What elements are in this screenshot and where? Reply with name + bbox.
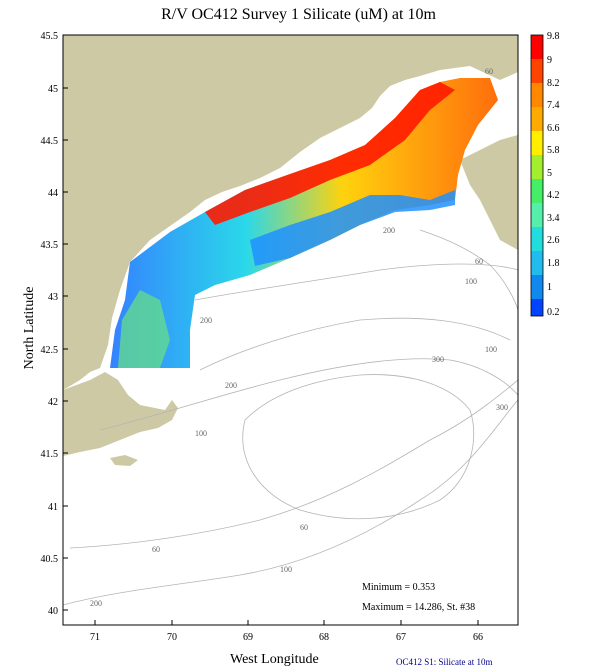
- colorbar-swatch-2: [531, 59, 543, 83]
- colorbar-swatch-10: [531, 251, 543, 275]
- colorbar-frame: [530, 34, 544, 317]
- colorbar-swatch-5: [531, 131, 543, 155]
- silicate-high-band: [205, 82, 455, 225]
- map-title: R/V OC412 Survey 1 Silicate (uM) at 10m: [161, 6, 436, 23]
- contour-label-60-sw: 60: [152, 545, 160, 554]
- land-cape-cod: [63, 372, 178, 456]
- maximum-stat: Maximum = 14.286, St. #38: [362, 602, 476, 613]
- lat-tick-44.5: 44.5: [41, 136, 59, 147]
- y-axis-label: North Latitude: [22, 286, 37, 370]
- contour-label-100-south: 100: [280, 565, 292, 574]
- colorbar-label-2: 9: [547, 55, 552, 66]
- colorbar-label-5: 6.6: [547, 123, 560, 134]
- colorbar-label-1: 9.8: [547, 31, 560, 42]
- lon-tick-67: 67: [396, 632, 406, 643]
- colorbar: 9.8 9 8.2 7.4 6.6 5.8 5 4.2 3.4 2.6 1.8 …: [530, 31, 560, 318]
- lat-axis: 45.5 45 44.5 44 43.5 43 42.5 42 41.5 41 …: [41, 31, 68, 617]
- colorbar-swatch-11: [531, 275, 543, 299]
- colorbar-swatch-7: [531, 179, 543, 203]
- colorbar-swatch-8: [531, 203, 543, 227]
- plot-frame: [62, 34, 519, 626]
- colorbar-swatch-4: [531, 107, 543, 131]
- lat-tick-43: 43: [48, 292, 58, 303]
- x-axis-label: West Longitude: [230, 652, 319, 667]
- colorbar-swatch-12: [531, 299, 543, 316]
- colorbar-swatch-6: [531, 155, 543, 179]
- colorbar-swatch-3: [531, 83, 543, 107]
- contour-label-100-east: 100: [465, 277, 477, 286]
- colorbar-swatch-1: [531, 35, 543, 59]
- minimum-stat: Minimum = 0.353: [362, 582, 436, 593]
- lat-tick-45.5: 45.5: [41, 31, 59, 42]
- contour-label-300-east: 300: [496, 403, 508, 412]
- lon-tick-69: 69: [243, 632, 253, 643]
- lon-axis: 71 70 69 68 67 66: [90, 620, 483, 643]
- footer-caption: OC412 S1: Silicate at 10m: [396, 657, 493, 667]
- lat-tick-41.5: 41.5: [41, 449, 59, 460]
- contour-label-200-sw: 200: [225, 381, 237, 390]
- contour-label-200-west: 200: [200, 316, 212, 325]
- colorbar-swatch-9: [531, 227, 543, 251]
- silicate-green-patch: [118, 290, 170, 368]
- colorbar-label-8: 4.2: [547, 190, 560, 201]
- contour-label-100-se: 100: [485, 345, 497, 354]
- silicate-low-region: [250, 190, 455, 266]
- lat-tick-41: 41: [48, 502, 58, 513]
- land-nova-scotia: [460, 135, 518, 250]
- contour-label-60-south: 60: [300, 523, 308, 532]
- contour-label-100-west: 100: [195, 429, 207, 438]
- lon-tick-68: 68: [319, 632, 329, 643]
- colorbar-label-7: 5: [547, 168, 552, 179]
- colorbar-label-4: 7.4: [547, 100, 560, 111]
- colorbar-label-11: 1.8: [547, 258, 560, 269]
- contour-label-60-top: 60: [485, 67, 493, 76]
- colorbar-label-9: 3.4: [547, 213, 560, 224]
- land-island: [110, 455, 138, 466]
- colorbar-label-12: 1: [547, 282, 552, 293]
- colorbar-label-3: 8.2: [547, 78, 560, 89]
- bathymetry-contours: [63, 229, 518, 606]
- contour-label-200-north: 200: [383, 226, 395, 235]
- lat-tick-44: 44: [48, 188, 58, 199]
- colorbar-label-6: 5.8: [547, 145, 560, 156]
- lat-tick-43.5: 43.5: [41, 240, 59, 251]
- contour-label-200-south: 200: [90, 599, 102, 608]
- lat-tick-40.5: 40.5: [41, 554, 59, 565]
- lon-tick-70: 70: [167, 632, 177, 643]
- land-new-england: [63, 35, 518, 390]
- colorbar-label-13: 0.2: [547, 307, 560, 318]
- lat-tick-45: 45: [48, 84, 58, 95]
- lon-tick-71: 71: [90, 632, 100, 643]
- colorbar-label-10: 2.6: [547, 235, 560, 246]
- lat-tick-42: 42: [48, 397, 58, 408]
- lat-tick-42.5: 42.5: [41, 345, 59, 356]
- lon-tick-66: 66: [473, 632, 483, 643]
- contour-label-60-east: 60: [475, 257, 483, 266]
- contour-label-300-center: 300: [432, 355, 444, 364]
- lat-tick-40: 40: [48, 606, 58, 617]
